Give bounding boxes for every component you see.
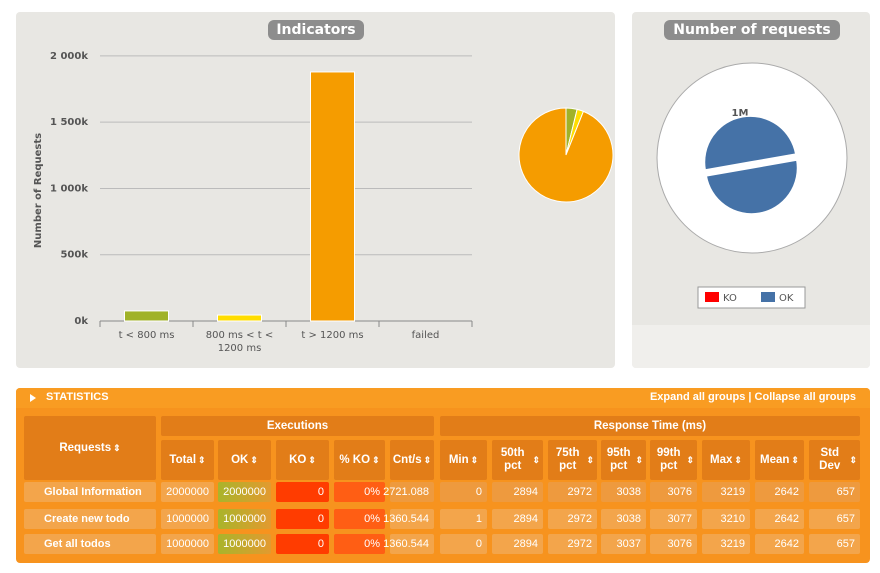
stat-value: 0 [276,534,329,554]
stat-value: 3219 [702,534,750,554]
stat-value: 2642 [755,534,804,554]
stat-value: 1000000 [161,534,214,554]
stats-bar [16,388,870,408]
stat-value: 1000000 [218,534,271,554]
expand-link[interactable]: Expand all groups [649,391,746,403]
stat-value: 3219 [702,482,750,502]
request-name[interactable]: Create new todo [24,509,156,529]
stat-value: 3038 [601,509,646,529]
pie-slice [703,115,797,171]
legend-label: KO [723,293,737,304]
y-tick-label: 2 000k [50,51,88,62]
x-tick-label: t > 1200 ms [301,330,363,341]
stat-value: 2000000 [161,482,214,502]
stat-value: 1000000 [161,509,214,529]
stat-value: 1360.544 [383,534,434,554]
column-header[interactable]: Mean [755,440,804,480]
stat-value: 0 [440,534,487,554]
group-links: Expand all groups | Collapse all groups [650,391,856,403]
column-header[interactable]: OK [218,440,271,480]
request-name[interactable]: Get all todos [24,534,156,554]
stat-value: 3210 [702,509,750,529]
stat-value: 2972 [548,482,597,502]
collapse-link[interactable]: Collapse all groups [754,391,856,403]
group-header: Response Time (ms) [440,416,860,436]
stat-value: 657 [809,534,860,554]
stat-value: 0 [276,509,329,529]
column-header[interactable]: Max [702,440,750,480]
bar [217,314,262,322]
x-tick-label: t < 800 ms [119,330,175,341]
stat-value: 2894 [492,534,543,554]
legend-box [697,286,806,309]
stat-value: 2972 [548,534,597,554]
stat-value: 2721.088 [383,482,434,502]
stat-value: 3037 [601,534,646,554]
column-header[interactable]: Total [161,440,214,480]
data-label: 1M [732,108,749,119]
bar [310,71,355,322]
request-name[interactable]: Global Information [24,482,156,502]
stat-value: 0% [334,534,385,554]
y-tick-label: 1 000k [50,183,88,194]
stat-value: 2972 [548,509,597,529]
column-header[interactable]: Min [440,440,487,480]
column-header[interactable]: KO [276,440,329,480]
column-header[interactable]: % KO [334,440,385,480]
stat-value: 1000000 [218,509,271,529]
column-header[interactable]: 99th pct [650,440,697,480]
pie-slice [518,107,614,203]
chart-title: Indicators [268,20,364,40]
stat-value: 2642 [755,509,804,529]
stat-value: 3077 [650,509,697,529]
stat-value: 2894 [492,509,543,529]
stat-value: 2894 [492,482,543,502]
stat-value: 2642 [755,482,804,502]
panel-footer [632,325,870,368]
column-header[interactable]: 50th pct [492,440,543,480]
group-header: Executions [161,416,434,436]
x-tick-label: 800 ms < t <1200 ms [206,330,273,354]
stat-value: 0% [334,482,385,502]
y-tick-label: 500k [60,250,88,261]
stat-value: 1 [440,509,487,529]
expand-icon[interactable] [30,394,36,402]
column-header[interactable]: 75th pct [548,440,597,480]
column-header[interactable]: 95th pct [601,440,646,480]
stat-value: 3076 [650,534,697,554]
stat-value: 1360.544 [383,509,434,529]
stat-value: 0 [276,482,329,502]
chart-title: Number of requests [664,20,840,40]
statistics: STATISTICS Expand all groups | Collapse … [16,388,870,563]
stat-value: 0 [440,482,487,502]
pie-slice [705,159,799,215]
stat-value: 657 [809,509,860,529]
separator: | [748,391,752,403]
column-header[interactable]: Cnt/s [390,440,434,480]
y-tick-label: 0k [74,316,88,327]
stat-value: 2000000 [218,482,271,502]
stat-value: 3038 [601,482,646,502]
x-tick-label: failed [412,330,440,341]
stats-title: STATISTICS [46,391,109,403]
legend-swatch [761,292,775,302]
legend-label: OK [779,293,794,304]
stat-value: 3076 [650,482,697,502]
stat-value: 657 [809,482,860,502]
y-axis-label: Number of Requests [33,133,44,248]
column-header[interactable]: Requests [24,416,156,480]
bar [124,310,169,322]
legend-swatch [705,292,719,302]
column-header[interactable]: Std Dev [809,440,860,480]
y-tick-label: 1 500k [50,117,88,128]
stat-value: 0% [334,509,385,529]
